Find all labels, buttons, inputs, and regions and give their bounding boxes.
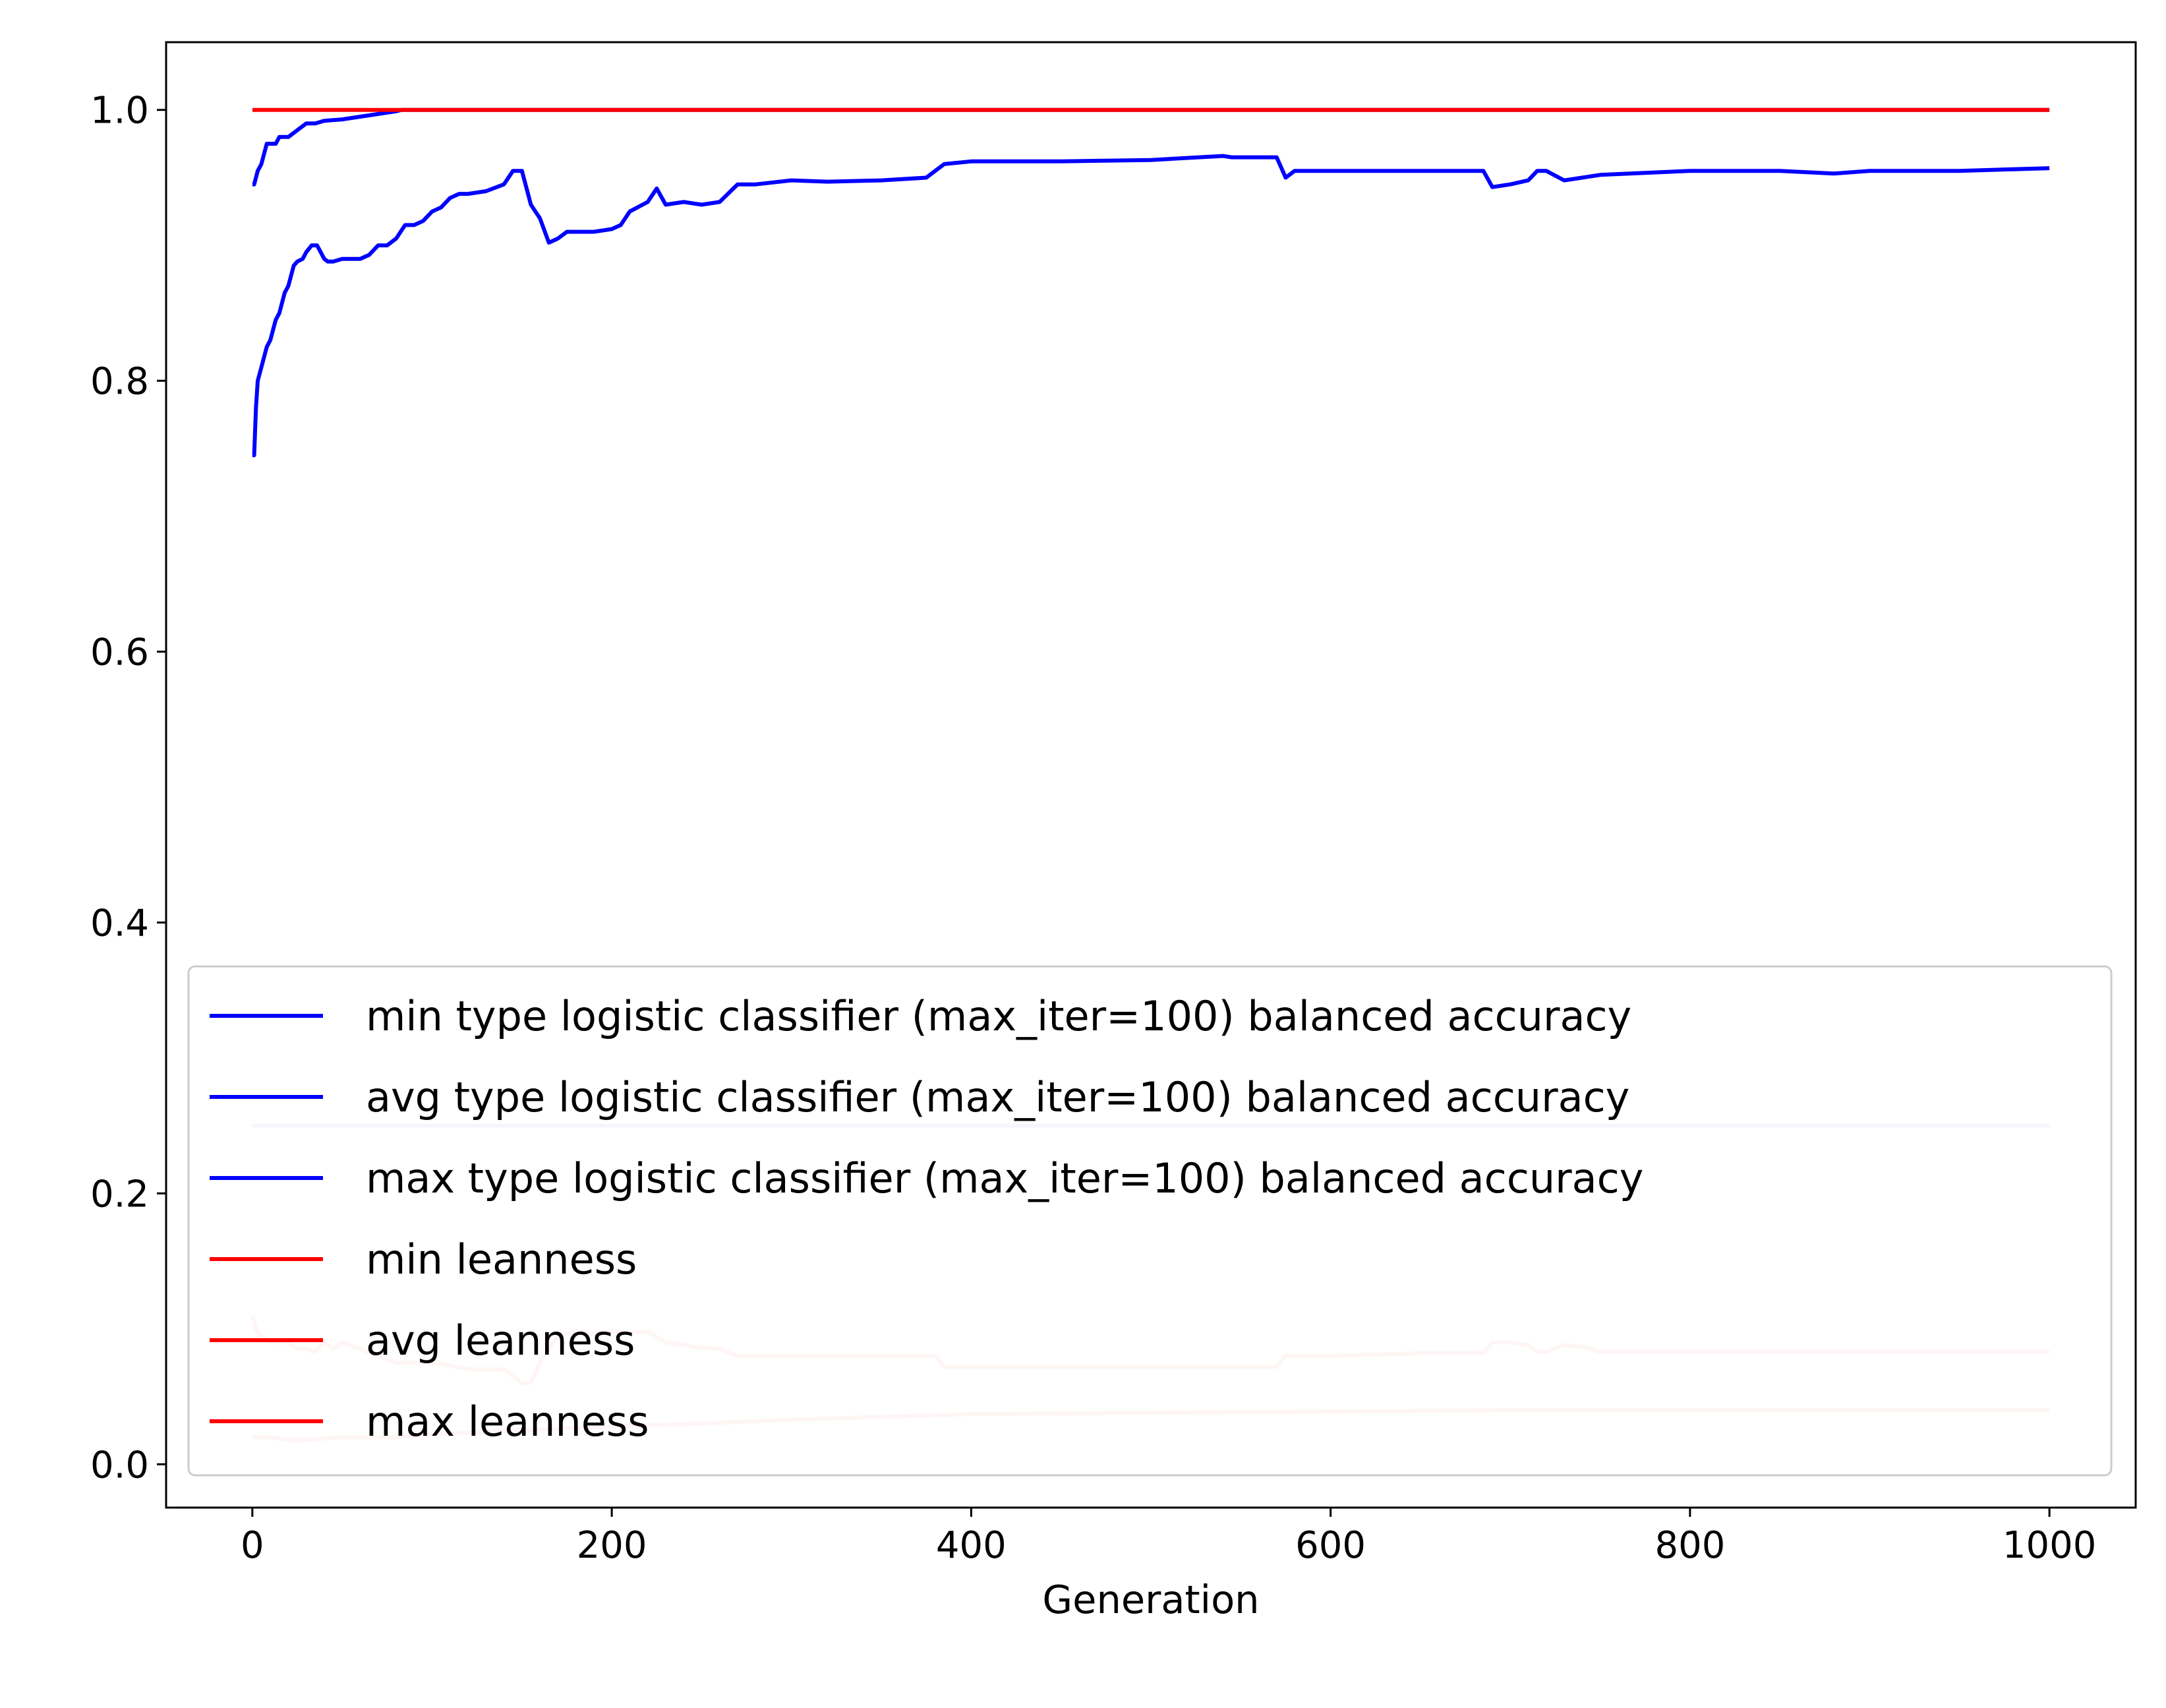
- series-line-max-type-logistic-classifier-max-iter-100-balanced-accuracy: [252, 107, 2050, 187]
- legend-label-avg-type-logistic-classifier-max-iter-100-balanced-accuracy: avg type logistic classifier (max_iter=1…: [366, 1073, 1629, 1121]
- legend-label-max-leanness: max leanness: [366, 1398, 649, 1446]
- y-tick-label: 0.8: [90, 361, 149, 403]
- x-axis: 0 200 400 600 800 1000: [241, 1508, 2096, 1567]
- legend-label-max-type-logistic-classifier-max-iter-100-balanced-accuracy: max type logistic classifier (max_iter=1…: [366, 1154, 1643, 1202]
- series-line-min-type-logistic-classifier-max-iter-100-balanced-accuracy: [252, 154, 2050, 457]
- legend-box: [187, 965, 2113, 1477]
- x-tick-label: 400: [936, 1524, 1007, 1567]
- x-tick-label: 1000: [2003, 1524, 2097, 1567]
- x-axis-label: Generation: [1042, 1577, 1259, 1622]
- x-tick-label: 800: [1654, 1524, 1725, 1567]
- y-tick-label: 0.0: [90, 1444, 149, 1487]
- legend: min type logistic classifier (max_iter=1…: [187, 965, 2113, 1477]
- x-tick-label: 0: [241, 1524, 264, 1567]
- y-tick-label: 1.0: [90, 90, 149, 133]
- plot-frame: [165, 41, 2137, 1509]
- legend-entries: min type logistic classifier (max_iter=1…: [210, 992, 1643, 1446]
- y-tick-label: 0.2: [90, 1173, 149, 1216]
- y-tick-label: 0.6: [90, 632, 149, 674]
- y-axis: 0.0 0.2 0.4 0.6 0.8 1.0: [90, 90, 166, 1487]
- legend-label-min-leanness: min leanness: [366, 1235, 637, 1283]
- legend-label-avg-leanness: avg leanness: [366, 1316, 635, 1365]
- x-tick-label: 600: [1295, 1524, 1366, 1567]
- legend-label-min-type-logistic-classifier-max-iter-100-balanced-accuracy: min type logistic classifier (max_iter=1…: [366, 992, 1631, 1040]
- y-tick-label: 0.4: [90, 902, 149, 945]
- x-tick-label: 200: [577, 1524, 647, 1567]
